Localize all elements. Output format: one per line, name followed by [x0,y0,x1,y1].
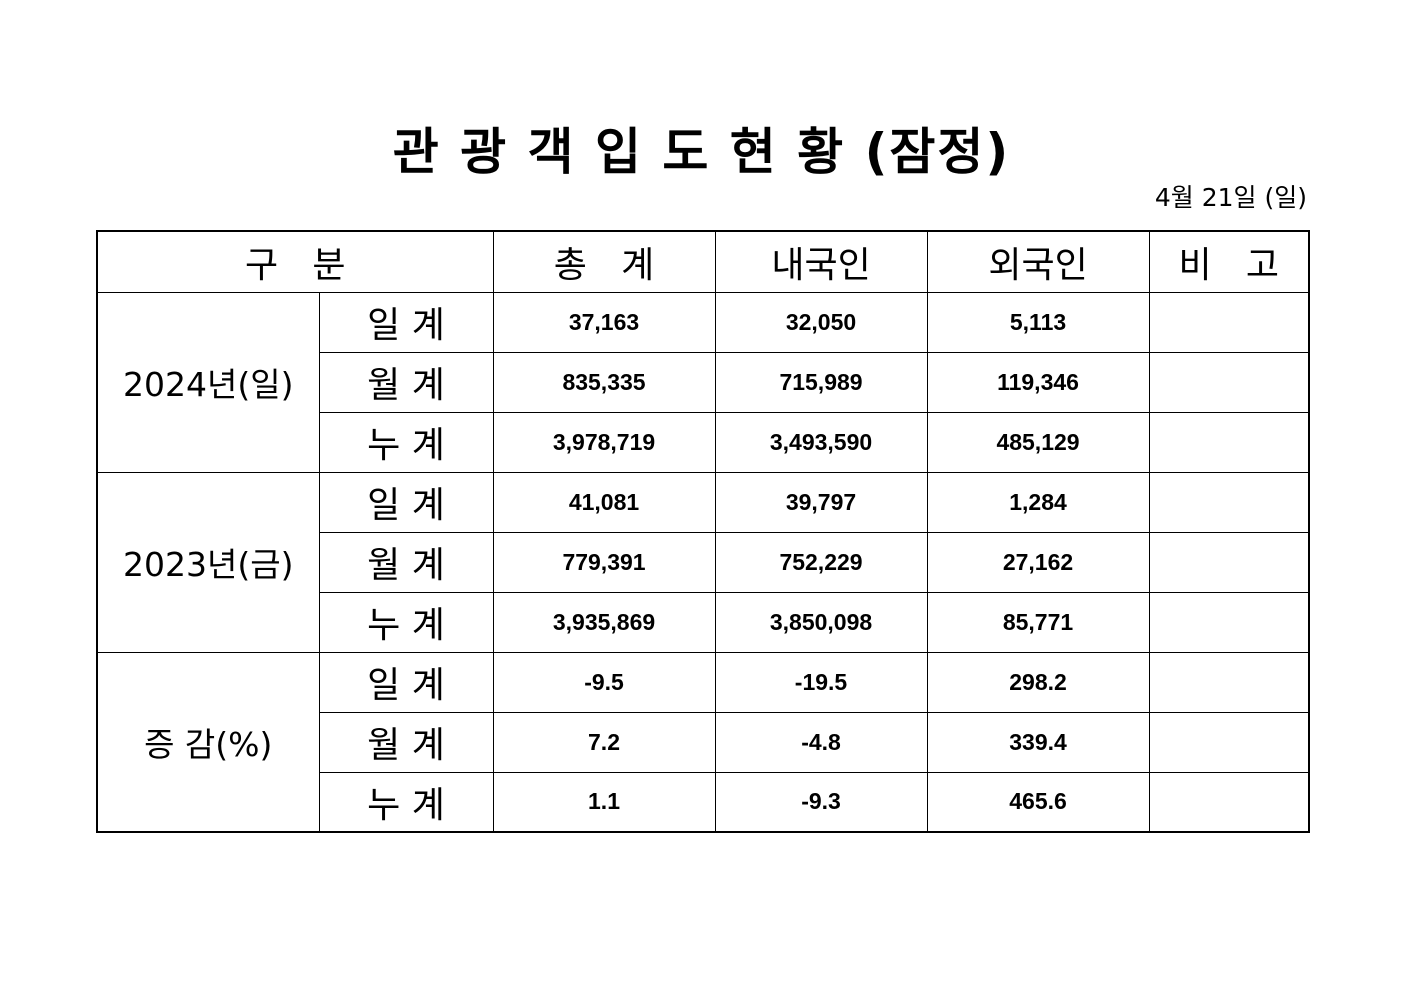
cell-domestic: 752,229 [714,531,928,593]
cell-foreign: 85,771 [926,591,1150,653]
row-sub-label: 월 계 [318,351,494,413]
cell-foreign: 485,129 [926,411,1150,473]
row-sub-label: 월 계 [318,531,494,593]
cell-foreign: 298.2 [926,651,1150,713]
table-row: 월 계 779,391 752,229 27,162 [97,531,1310,593]
cell-foreign: 119,346 [926,351,1150,413]
cell-total: 3,978,719 [492,411,716,473]
table-body: 2024년(일) 일 계 37,163 32,050 5,113 월 계 835… [96,291,1310,833]
cell-total: 1.1 [492,771,716,833]
table-header-row: 구 분 총 계 내국인 외국인 비 고 [96,230,1310,293]
table-row: 2024년(일) 일 계 37,163 32,050 5,113 [96,291,1310,473]
cell-remarks [1148,351,1310,413]
group-label-2024: 2024년(일) [96,291,320,473]
row-sub-label: 월 계 [318,711,494,773]
cell-foreign: 5,113 [926,291,1150,353]
row-sub-label: 일 계 [318,291,494,353]
row-sub-label: 일 계 [318,651,494,713]
cell-total: 7.2 [492,711,716,773]
cell-remarks [1148,471,1310,533]
table-row: 증 감(%) 일 계 -9.5 -19.5 298.2 [96,651,1310,833]
cell-remarks [1148,591,1310,653]
cell-foreign: 465.6 [926,771,1150,833]
cell-domestic: 32,050 [714,291,928,353]
cell-domestic: -9.3 [714,771,928,833]
cell-domestic: -4.8 [714,711,928,773]
group-label-2023: 2023년(금) [96,471,320,653]
cell-foreign: 339.4 [926,711,1150,773]
table-row: 누 계 3,935,869 3,850,098 85,771 [97,591,1310,653]
tourist-arrivals-table: 구 분 총 계 내국인 외국인 비 고 2024년(일) 일 계 37,163 … [96,230,1311,833]
cell-remarks [1148,531,1310,593]
cell-remarks [1148,291,1310,353]
header-domestic: 내국인 [714,230,928,293]
cell-total: -9.5 [492,651,716,713]
cell-domestic: 715,989 [714,351,928,413]
header-foreign: 외국인 [926,230,1150,293]
cell-total: 37,163 [492,291,716,353]
cell-total: 41,081 [492,471,716,533]
table-row: 월 계 7.2 -4.8 339.4 [97,711,1310,773]
cell-remarks [1148,711,1310,773]
row-sub-label: 누 계 [318,411,494,473]
row-sub-label: 누 계 [318,771,494,833]
cell-remarks [1148,771,1310,833]
cell-remarks [1148,411,1310,473]
report-date: 4월 21일 (일) [1154,183,1307,212]
table-row: 누 계 3,978,719 3,493,590 485,129 [97,411,1310,473]
cell-domestic: 39,797 [714,471,928,533]
header-remarks: 비 고 [1148,230,1310,293]
cell-foreign: 27,162 [926,531,1150,593]
header-total: 총 계 [492,230,716,293]
header-category: 구 분 [96,230,494,293]
cell-remarks [1148,651,1310,713]
cell-total: 835,335 [492,351,716,413]
cell-total: 3,935,869 [492,591,716,653]
cell-total: 779,391 [492,531,716,593]
table-row: 누 계 1.1 -9.3 465.6 [97,771,1310,833]
cell-domestic: 3,850,098 [714,591,928,653]
cell-foreign: 1,284 [926,471,1150,533]
group-label-change: 증 감(%) [96,651,320,833]
cell-domestic: -19.5 [714,651,928,713]
row-sub-label: 누 계 [318,591,494,653]
table-row: 2023년(금) 일 계 41,081 39,797 1,284 [96,471,1310,653]
page-title: 관 광 객 입 도 현 황 (잠정) [392,123,1011,181]
row-sub-label: 일 계 [318,471,494,533]
cell-domestic: 3,493,590 [714,411,928,473]
